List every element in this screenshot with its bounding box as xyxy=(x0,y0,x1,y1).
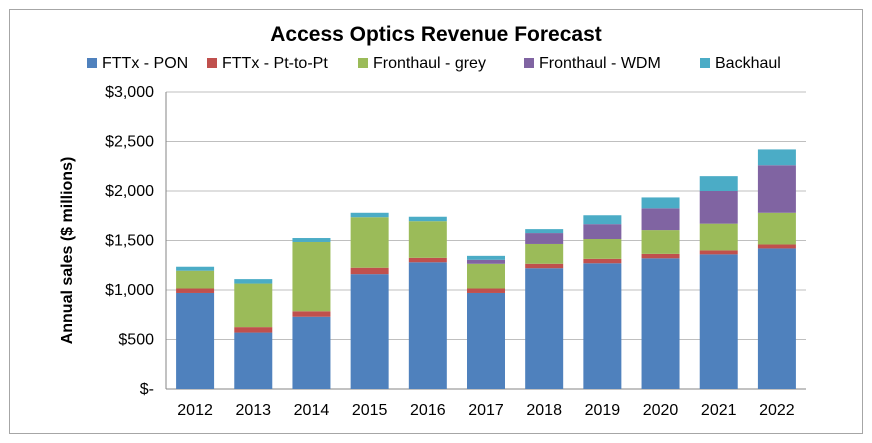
x-tick-label-2018: 2018 xyxy=(526,402,562,419)
bar-2021-0 xyxy=(699,254,738,389)
bar-2019-2 xyxy=(583,239,622,259)
legend-swatch-3 xyxy=(524,58,534,68)
chart-frame: Access Optics Revenue Forecast FTTx - PON… xyxy=(9,9,863,434)
legend-swatch-2 xyxy=(358,58,368,68)
bar-2022-3 xyxy=(757,165,796,213)
x-tick-label-2014: 2014 xyxy=(294,402,330,419)
y-tick-label-6: $3,000 xyxy=(105,84,154,101)
bar-2021-3 xyxy=(699,191,738,224)
bar-2017-1 xyxy=(467,288,505,293)
bar-2020-4 xyxy=(641,197,680,209)
legend-label-4: Backhaul xyxy=(715,55,781,72)
y-tick-label-4: $2,000 xyxy=(105,183,154,200)
bar-2014-1 xyxy=(292,311,331,317)
bar-2020-3 xyxy=(641,208,680,231)
bar-2021-1 xyxy=(699,250,738,255)
bar-2012-2 xyxy=(176,270,215,289)
bar-2018-3 xyxy=(525,233,564,244)
bar-2013-1 xyxy=(234,327,273,333)
bar-2017-2 xyxy=(467,263,505,289)
bar-2017-3 xyxy=(467,259,505,264)
bar-2021-4 xyxy=(699,176,738,191)
bar-2022-0 xyxy=(757,248,796,389)
bar-2014-2 xyxy=(292,241,331,312)
bar-2022-1 xyxy=(757,244,796,249)
legend-label-2: Fronthaul - grey xyxy=(373,55,486,72)
chart-canvas: Access Optics Revenue Forecast FTTx - PON… xyxy=(59,23,806,419)
y-tick-label-3: $1,500 xyxy=(105,233,154,250)
x-tick-label-2022: 2022 xyxy=(759,402,795,419)
bar-2016-0 xyxy=(408,262,447,389)
x-tick-label-2012: 2012 xyxy=(177,402,213,419)
y-tick-label-1: $500 xyxy=(118,332,154,349)
legend-swatch-4 xyxy=(700,58,710,68)
y-tick-label-0: $- xyxy=(140,381,154,398)
x-tick-label-2017: 2017 xyxy=(468,402,504,419)
legend-swatch-1 xyxy=(207,58,217,68)
bar-2013-4 xyxy=(234,279,273,284)
bar-2019-3 xyxy=(583,224,622,240)
bar-2020-0 xyxy=(641,258,680,389)
legend-swatch-0 xyxy=(87,58,97,68)
y-axis-label: Annual sales ($ millions) xyxy=(59,157,76,345)
bar-2018-1 xyxy=(525,263,564,269)
bar-2016-1 xyxy=(408,257,447,263)
bar-2020-2 xyxy=(641,230,680,254)
bar-2016-4 xyxy=(408,216,447,222)
bar-2017-0 xyxy=(467,292,505,389)
bar-2017-4 xyxy=(467,255,505,260)
x-tick-label-2013: 2013 xyxy=(235,402,271,419)
bar-2015-2 xyxy=(350,217,389,268)
bar-2014-4 xyxy=(292,238,331,242)
bar-2018-4 xyxy=(525,229,564,234)
bar-2016-2 xyxy=(408,221,447,258)
x-tick-label-2015: 2015 xyxy=(352,402,388,419)
bar-2019-4 xyxy=(583,215,622,225)
bar-2019-0 xyxy=(583,263,622,389)
x-tick-label-2019: 2019 xyxy=(585,402,621,419)
bar-2018-0 xyxy=(525,268,564,389)
legend-label-1: FTTx - Pt-to-Pt xyxy=(222,55,328,72)
y-tick-label-5: $2,500 xyxy=(105,134,154,151)
bar-2018-2 xyxy=(525,243,564,264)
bar-2012-0 xyxy=(176,292,215,389)
bar-2019-1 xyxy=(583,258,622,264)
bar-2012-1 xyxy=(176,288,215,293)
x-tick-label-2021: 2021 xyxy=(701,402,737,419)
bar-2015-4 xyxy=(350,212,389,218)
x-tick-label-2020: 2020 xyxy=(643,402,679,419)
x-tick-label-2016: 2016 xyxy=(410,402,446,419)
bar-2015-0 xyxy=(350,274,389,389)
bar-2020-1 xyxy=(641,253,680,259)
chart-title: Access Optics Revenue Forecast xyxy=(270,23,602,46)
bar-2013-2 xyxy=(234,283,273,328)
bar-2022-2 xyxy=(757,212,796,245)
legend-label-0: FTTx - PON xyxy=(102,55,188,72)
bar-2013-0 xyxy=(234,332,273,389)
bar-2021-2 xyxy=(699,223,738,251)
y-tick-label-2: $1,000 xyxy=(105,282,154,299)
bar-2014-0 xyxy=(292,316,331,389)
bar-2015-1 xyxy=(350,267,389,275)
legend-label-3: Fronthaul - WDM xyxy=(539,55,661,72)
bar-2022-4 xyxy=(757,149,796,166)
bar-2012-4 xyxy=(176,266,215,271)
